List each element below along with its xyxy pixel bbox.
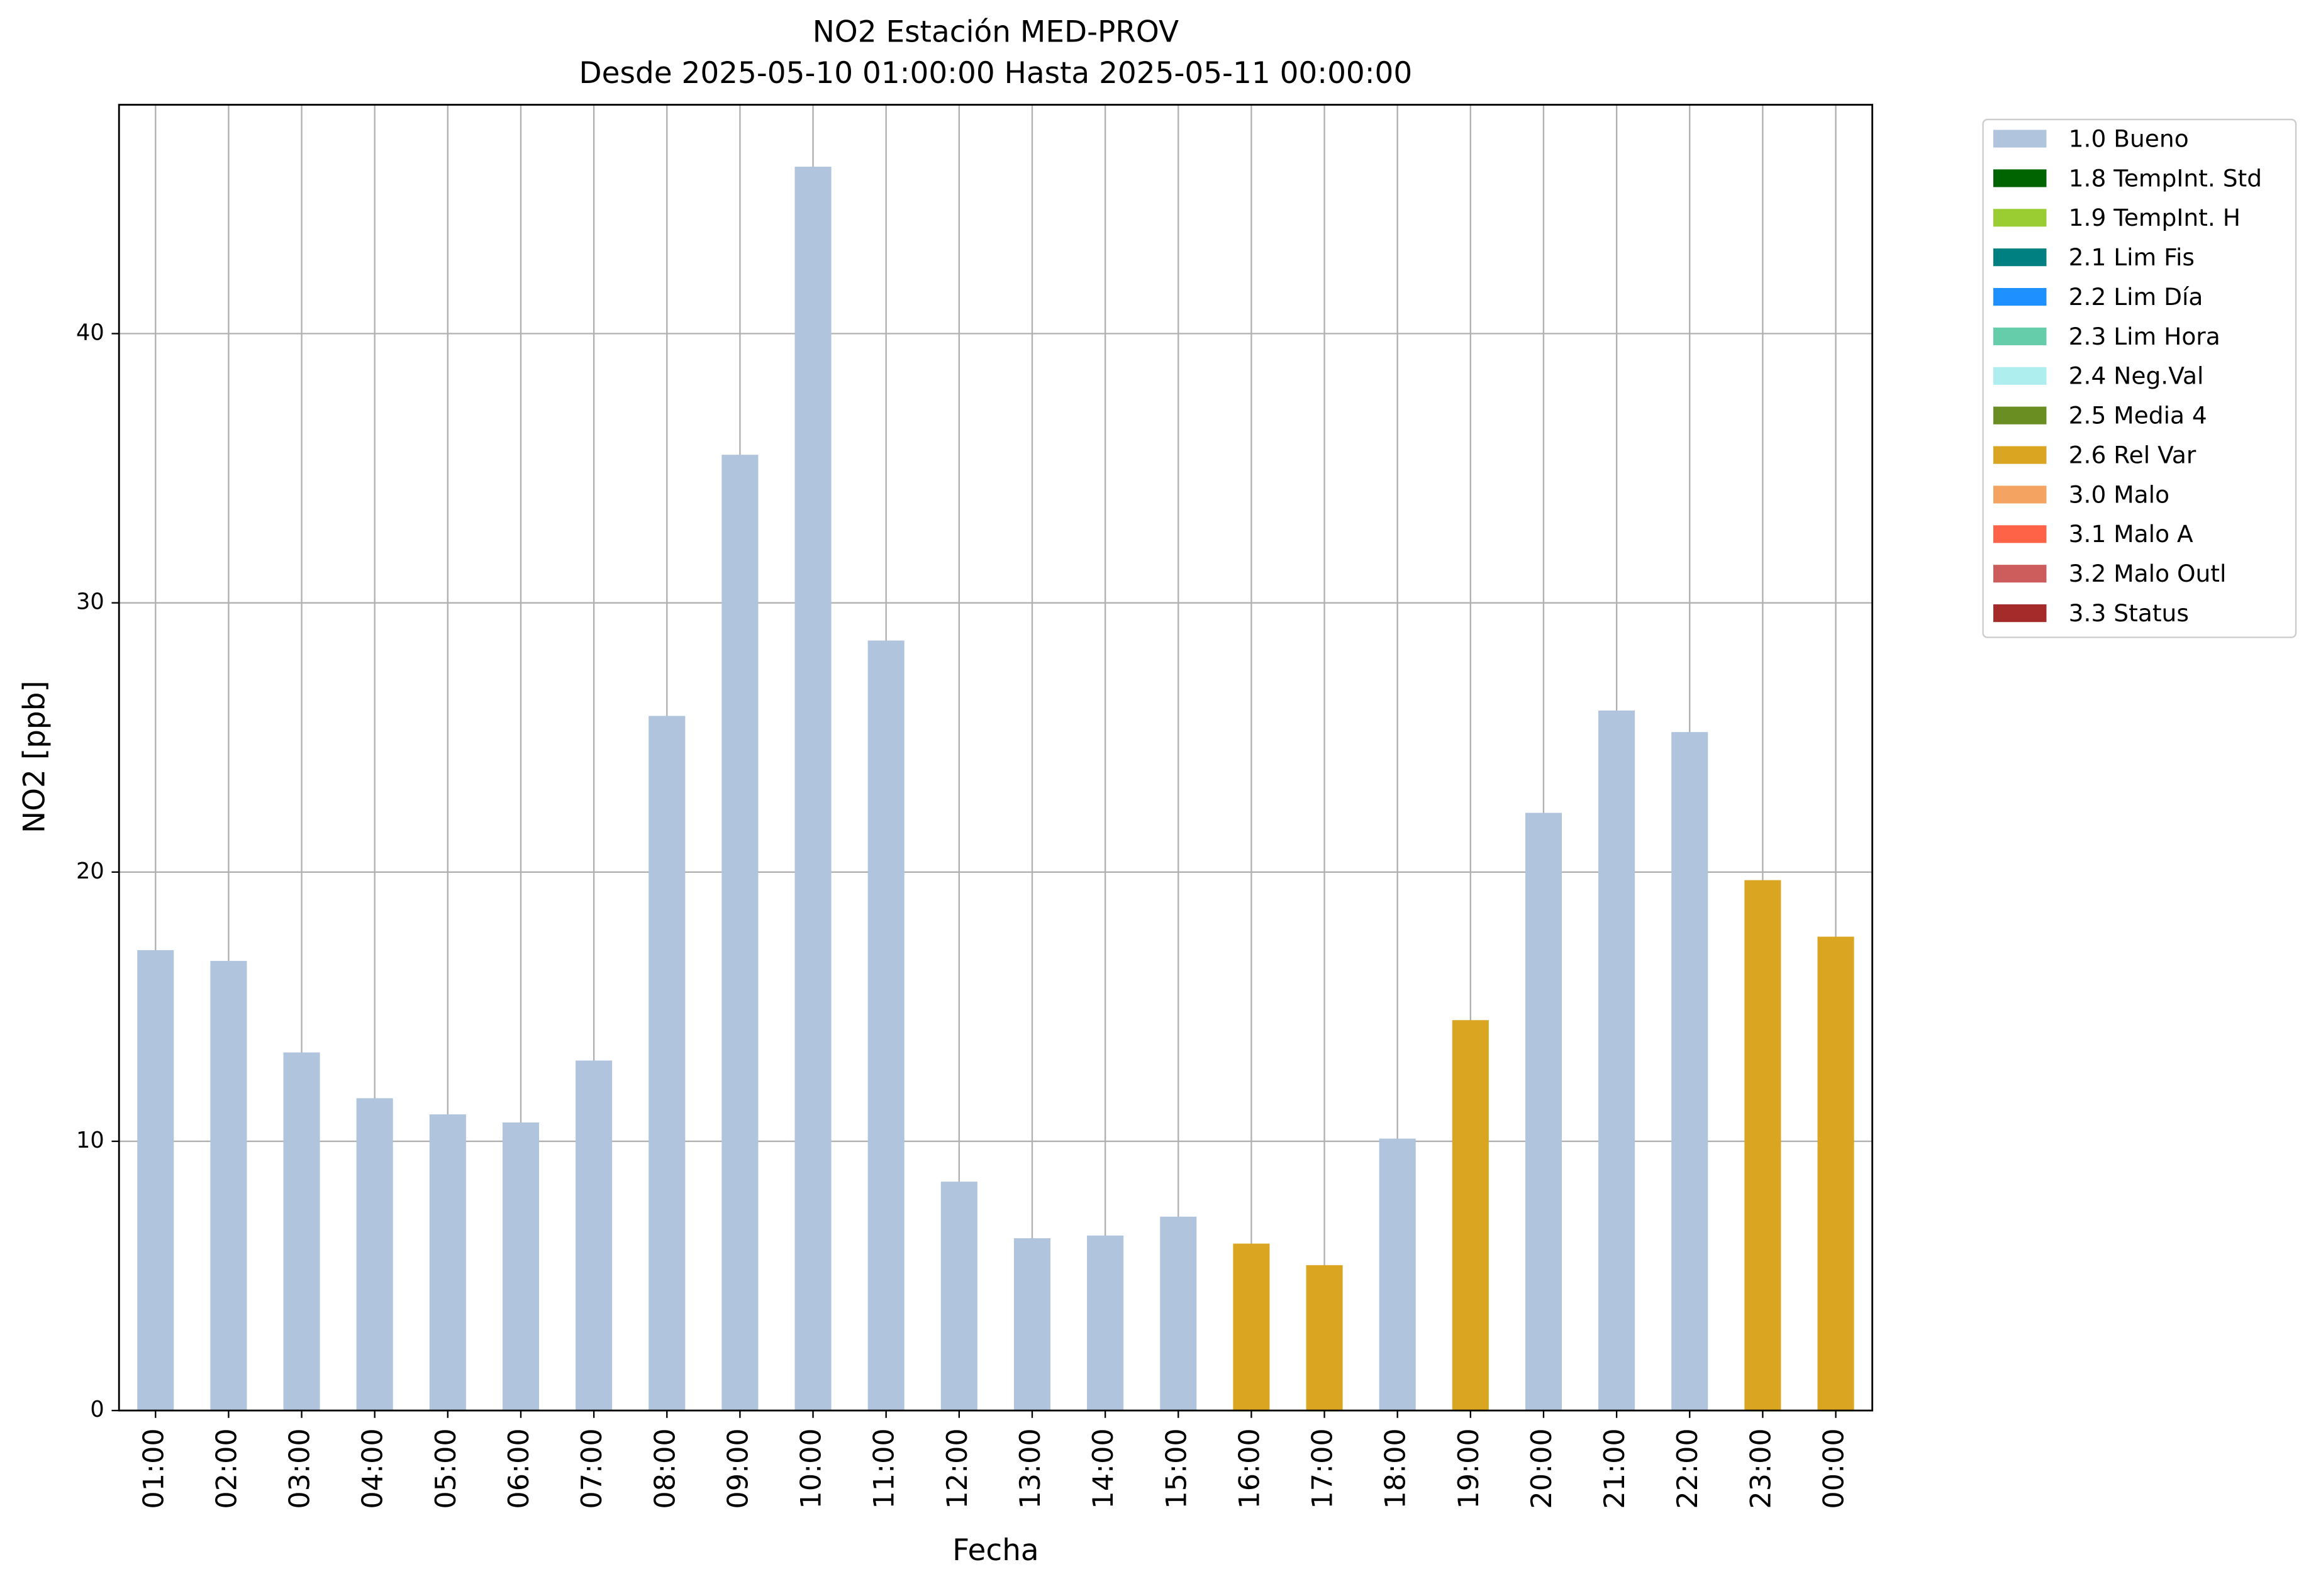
y-axis-label: NO2 [ppb]: [17, 680, 52, 833]
legend-swatch: [1993, 287, 2047, 306]
x-tick-label: 14:00: [1087, 1428, 1120, 1509]
x-tick-label: 20:00: [1525, 1428, 1558, 1509]
legend-label: 3.0 Malo: [2069, 480, 2169, 508]
bar: [721, 455, 759, 1411]
bar: [1233, 1243, 1270, 1411]
legend-label: 2.4 Neg.Val: [2069, 362, 2204, 390]
x-tick-label: 06:00: [503, 1428, 535, 1509]
bar: [1671, 732, 1708, 1411]
bar: [137, 950, 174, 1411]
bar: [649, 716, 686, 1411]
bar: [1452, 1020, 1489, 1411]
x-tick-label: 02:00: [210, 1428, 243, 1509]
plot-frame: [118, 104, 1874, 1412]
legend-label: 3.2 Malo Outl: [2069, 560, 2227, 587]
bar: [1525, 812, 1562, 1411]
plot-area: 0 10 20 30 40 01:00 02:00 03:00 04:00 05:00 06:00 0…: [76, 104, 1873, 1509]
legend-label: 2.1 Lim Fis: [2069, 243, 2195, 271]
x-tick-label: 01:00: [137, 1428, 170, 1509]
x-tick-label: 13:00: [1014, 1428, 1047, 1509]
bar: [1087, 1235, 1124, 1411]
x-tick-label: 00:00: [1818, 1428, 1851, 1509]
legend-label: 2.6 Rel Var: [2069, 441, 2196, 468]
x-tick-label: 03:00: [284, 1428, 316, 1509]
x-tick-label: 15:00: [1160, 1428, 1193, 1509]
legend-label: 2.3 Lim Hora: [2069, 323, 2220, 350]
x-axis-label: Fecha: [952, 1533, 1039, 1568]
legend-swatch: [1993, 327, 2047, 346]
legend-swatch: [1993, 209, 2047, 227]
x-tick-label: 17:00: [1306, 1428, 1339, 1509]
bar: [1379, 1138, 1416, 1411]
bar: [1744, 880, 1781, 1411]
x-tick-label: 08:00: [649, 1428, 681, 1509]
legend-label: 1.9 TempInt. H: [2069, 204, 2241, 231]
legend-label: 1.8 TempInt. Std: [2069, 164, 2262, 192]
legend-swatch: [1993, 485, 2047, 504]
x-tick-label: 05:00: [430, 1428, 462, 1509]
bar: [283, 1052, 320, 1411]
chart-subtitle: Desde 2025-05-10 01:00:00 Hasta 2025-05-…: [579, 56, 1413, 91]
bar: [867, 640, 905, 1411]
bar: [1013, 1238, 1051, 1411]
chart-title: NO2 Estación MED-PROV: [813, 14, 1179, 49]
legend-swatch: [1993, 248, 2047, 267]
legend-swatch: [1993, 406, 2047, 424]
x-tick-label: 12:00: [941, 1428, 974, 1509]
y-tick-label: 20: [76, 858, 104, 884]
bar: [429, 1114, 466, 1411]
bar: [356, 1098, 393, 1411]
bar: [576, 1060, 613, 1411]
legend-label: 2.2 Lim Día: [2069, 283, 2203, 311]
bar: [1160, 1216, 1197, 1411]
bar: [1306, 1265, 1343, 1411]
x-tick-label: 23:00: [1744, 1428, 1777, 1509]
legend-swatch: [1993, 367, 2047, 385]
bar: [1598, 710, 1635, 1411]
legend-box: [1982, 118, 2297, 638]
x-tick-label: 21:00: [1598, 1428, 1631, 1509]
x-tick-label: 11:00: [868, 1428, 901, 1509]
x-tick-label: 10:00: [795, 1428, 828, 1509]
y-tick-label: 30: [76, 589, 104, 615]
bar: [940, 1182, 977, 1411]
x-tick-label: 16:00: [1233, 1428, 1266, 1509]
legend-swatch: [1993, 565, 2047, 583]
legend-label: 2.5 Media 4: [2069, 402, 2207, 429]
x-tick-label: 04:00: [357, 1428, 389, 1509]
legend-label: 3.1 Malo A: [2069, 520, 2193, 548]
x-tick-label: 09:00: [721, 1428, 754, 1509]
legend-swatch: [1993, 604, 2047, 623]
legend-swatch: [1993, 446, 2047, 464]
legend-label: 3.3 Status: [2069, 599, 2189, 627]
legend-swatch: [1993, 525, 2047, 543]
y-tick-label: 40: [76, 320, 104, 346]
bar: [794, 167, 832, 1411]
legend-label: 1.0 Bueno: [2069, 125, 2189, 152]
x-tick-label: 19:00: [1452, 1428, 1485, 1509]
x-tick-label: 22:00: [1671, 1428, 1704, 1509]
y-tick-label: 10: [76, 1128, 104, 1153]
legend: 1.0 Bueno 1.8 TempInt. Std 1.9 TempInt. H 2…: [1993, 125, 2262, 627]
bar: [210, 961, 247, 1411]
legend-swatch: [1993, 169, 2047, 187]
x-tick-label: 18:00: [1379, 1428, 1412, 1509]
bar: [502, 1122, 540, 1411]
legend-swatch: [1993, 130, 2047, 148]
bar: [1817, 936, 1854, 1411]
y-tick-label: 0: [90, 1397, 104, 1422]
x-tick-label: 07:00: [576, 1428, 608, 1509]
